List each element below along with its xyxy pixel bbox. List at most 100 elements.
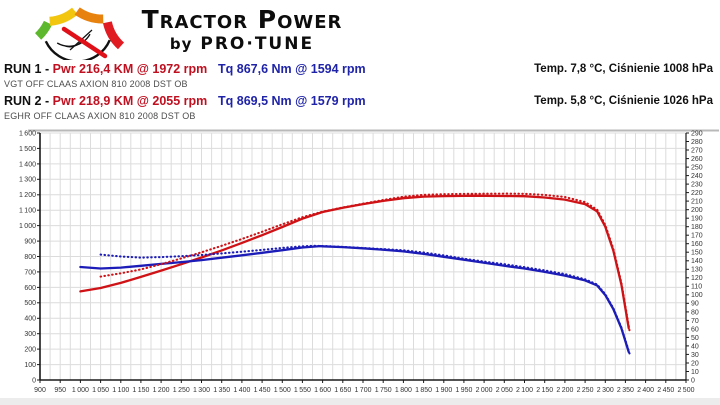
right-axis-label: 160 — [691, 241, 703, 248]
right-axis-label: 90 — [691, 301, 699, 308]
run2-description: EGHR OFF CLAAS AXION 810 2008 DST OB — [4, 111, 196, 121]
run1-label: RUN 1 - — [4, 62, 50, 76]
brand-by-text: by — [169, 35, 193, 53]
run2-torque-value: Tq 869,5 Nm @ 1579 rpm — [218, 94, 366, 108]
run1-power-value: Pwr 216,4 KM @ 1972 rpm — [52, 62, 208, 76]
left-axis-label: 1 400 — [19, 161, 36, 168]
right-axis-label: 140 — [691, 258, 703, 265]
right-axis-label: 130 — [691, 267, 703, 274]
gauge-logo-icon — [34, 7, 125, 60]
run2-label: RUN 2 - — [4, 94, 50, 108]
right-axis-label: 210 — [691, 199, 703, 206]
gauge-needle — [61, 26, 108, 59]
right-axis-label: 230 — [691, 182, 703, 189]
right-axis-label: 50 — [691, 335, 699, 342]
brand-title-line1: Tractor Power — [141, 5, 343, 34]
x-axis-label: 900 — [34, 387, 46, 394]
run2-conditions: Temp. 5,8 °C, Ciśnienie 1026 hPa — [534, 95, 713, 107]
right-axis-label: 30 — [691, 352, 699, 359]
left-axis-label: 800 — [24, 254, 36, 261]
right-axis-label: 70 — [691, 318, 699, 325]
right-axis-label: 290 — [691, 130, 703, 137]
right-axis-label: 260 — [691, 156, 703, 163]
curve-run1-power-km — [79, 194, 630, 330]
brand-title-line2: by PRO·TUNE — [126, 35, 358, 54]
right-axis-label: 250 — [691, 165, 703, 172]
left-axis-label: 1 200 — [19, 192, 36, 199]
run2-row: RUN 2 - Pwr 218,9 KM @ 2055 rpm Tq 869,5… — [0, 94, 720, 109]
left-axis-label: 600 — [24, 285, 36, 292]
x-axis-label: 1 350 — [213, 387, 230, 394]
run2-power-value: Pwr 218,9 KM @ 2055 rpm — [52, 94, 208, 108]
x-axis-label: 1 900 — [435, 387, 452, 394]
x-axis-label: 1 050 — [92, 387, 109, 394]
right-axis-label: 40 — [691, 343, 699, 350]
x-axis-label: 1 100 — [112, 387, 129, 394]
gauge-orange-segment — [74, 7, 104, 24]
x-axis-label: 2 200 — [556, 387, 573, 394]
x-axis-label: 1 200 — [153, 387, 170, 394]
run1-conditions: Temp. 7,8 °C, Ciśnienie 1008 hPa — [534, 63, 713, 75]
left-axis-label: 1 300 — [19, 177, 36, 184]
bottom-edge-strip — [0, 398, 720, 405]
x-axis-label: 2 000 — [476, 387, 493, 394]
left-axis-label: 1 500 — [19, 146, 36, 153]
brand-title: Tractor Power by PRO·TUNE — [126, 6, 358, 54]
x-axis-label: 950 — [54, 387, 66, 394]
gauge-green-segment — [34, 20, 53, 40]
x-axis-label: 1 450 — [254, 387, 271, 394]
run1-label-and-power: RUN 1 - Pwr 216,4 KM @ 1972 rpm — [4, 62, 207, 76]
x-axis-label: 2 050 — [496, 387, 513, 394]
x-axis-label: 1 250 — [173, 387, 190, 394]
x-axis-label: 2 250 — [577, 387, 594, 394]
x-axis-label: 2 400 — [637, 387, 654, 394]
run1-row: RUN 1 - Pwr 216,4 KM @ 1972 rpm Tq 867,6… — [0, 62, 720, 77]
curve-run2-torque-nm — [99, 244, 631, 355]
left-axis-label: 900 — [24, 239, 36, 246]
gauge-yellow-segment — [49, 7, 78, 26]
right-axis-label: 180 — [691, 224, 703, 231]
x-axis-label: 1 950 — [455, 387, 472, 394]
x-axis-label: 1 300 — [193, 387, 210, 394]
left-axis-label: 700 — [24, 269, 36, 276]
curve-run2-power-km — [99, 192, 631, 332]
gauge-black-arc — [44, 39, 111, 60]
right-axis-label: 240 — [691, 173, 703, 180]
x-axis-label: 2 300 — [597, 387, 614, 394]
x-axis-label: 2 500 — [678, 387, 695, 394]
x-axis-label: 1 700 — [355, 387, 372, 394]
x-axis-label: 1 150 — [132, 387, 149, 394]
right-axis-label: 280 — [691, 139, 703, 146]
right-axis-label: 80 — [691, 309, 699, 316]
left-axis-label: 400 — [24, 316, 36, 323]
right-axis-label: 60 — [691, 326, 699, 333]
right-axis-label: 0 — [691, 377, 695, 384]
x-axis-label: 2 450 — [657, 387, 674, 394]
x-axis-label: 1 800 — [395, 387, 412, 394]
right-axis-label: 20 — [691, 360, 699, 367]
right-axis-label: 100 — [691, 292, 703, 299]
x-axis-label: 1 750 — [375, 387, 392, 394]
left-axis-label: 200 — [24, 347, 36, 354]
right-axis-label: 170 — [691, 233, 703, 240]
left-axis-label: 500 — [24, 300, 36, 307]
right-axis-label: 190 — [691, 216, 703, 223]
x-axis-label: 1 600 — [314, 387, 331, 394]
x-axis-label: 1 650 — [334, 387, 351, 394]
x-axis-label: 1 850 — [415, 387, 432, 394]
run2-label-and-power: RUN 2 - Pwr 218,9 KM @ 2055 rpm — [4, 94, 207, 108]
x-axis-label: 1 500 — [274, 387, 291, 394]
left-axis-label: 1 000 — [19, 223, 36, 230]
left-axis-label: 1 100 — [19, 208, 36, 215]
right-axis-label: 10 — [691, 369, 699, 376]
gauge-red-segment — [102, 21, 125, 50]
x-axis-label: 1 000 — [72, 387, 89, 394]
left-axis-label: 1 600 — [19, 130, 36, 137]
run1-description: VGT OFF CLAAS AXION 810 2008 DST OB — [4, 79, 188, 89]
x-axis-label: 1 400 — [233, 387, 250, 394]
x-axis-label: 1 550 — [294, 387, 311, 394]
right-axis-label: 270 — [691, 147, 703, 154]
right-axis-label: 220 — [691, 190, 703, 197]
